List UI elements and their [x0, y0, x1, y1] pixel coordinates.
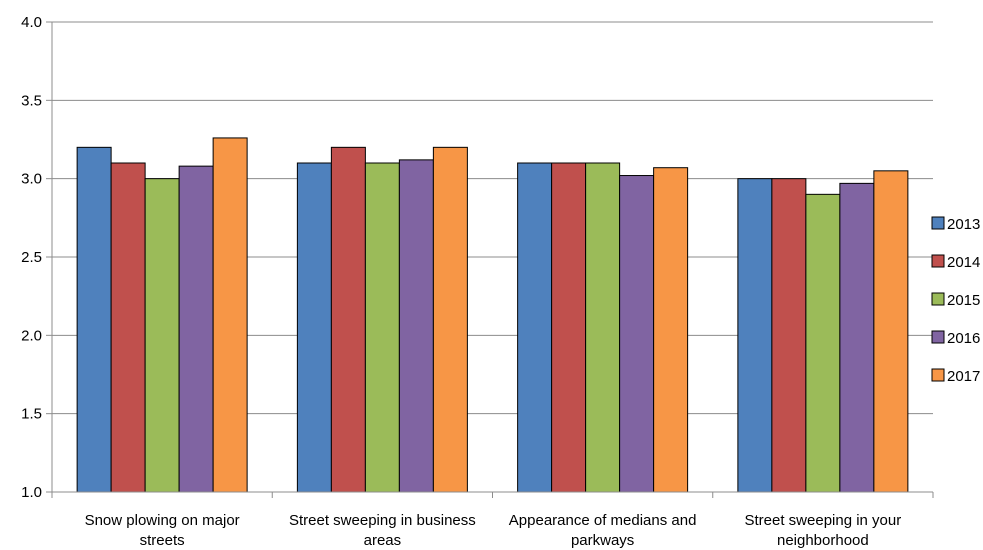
y-tick-label: 1.5 [21, 406, 42, 423]
bar-2015 [805, 193, 841, 493]
bar-2016 [178, 165, 214, 493]
y-tick-label: 2.0 [21, 327, 42, 344]
legend-swatch-2017 [931, 368, 945, 382]
x-category-label-line: parkways [571, 532, 634, 549]
legend-label: 2017 [947, 368, 980, 385]
legend-swatch-2014 [931, 254, 945, 268]
axes [46, 21, 934, 498]
legend-swatch-2013 [931, 216, 945, 230]
x-category-label-line: Street sweeping in business [289, 512, 476, 529]
bar-2015 [364, 162, 400, 493]
x-category-label-line: Street sweeping in your [744, 512, 901, 529]
y-axis-ticks: 1.0 1.5 2.0 2.5 3.0 3.5 4.0 [21, 14, 42, 501]
bar-2017 [873, 170, 909, 493]
y-tick-label: 3.5 [21, 92, 42, 109]
y-tick-label: 1.0 [21, 484, 42, 501]
bar-2013 [296, 162, 332, 493]
bar-2013 [737, 178, 773, 493]
bars [76, 137, 909, 493]
legend-swatch-2015 [931, 292, 945, 306]
x-category-label-line: areas [364, 532, 402, 549]
legend: 2013 2014 2015 2016 2017 [931, 216, 980, 385]
legend-swatch-2016 [931, 330, 945, 344]
x-category-label: Snow plowing on major streets [85, 512, 240, 549]
bar-2016 [839, 182, 875, 493]
legend-label: 2015 [947, 292, 980, 309]
bar-2016 [619, 175, 655, 493]
bar-2016 [398, 159, 434, 493]
bar-2017 [432, 146, 468, 493]
legend-label: 2013 [947, 216, 980, 233]
x-category-label-line: neighborhood [777, 532, 869, 549]
bar-2013 [517, 162, 553, 493]
x-category-label-line: Appearance of medians and [509, 512, 697, 529]
y-tick-label: 3.0 [21, 171, 42, 188]
x-category-label: Appearance of medians and parkways [509, 512, 697, 549]
legend-label: 2014 [947, 254, 980, 271]
x-category-label-line: streets [140, 532, 185, 549]
x-category-label: Street sweeping in your neighborhood [744, 512, 901, 549]
bar-2017 [653, 167, 689, 493]
x-category-label-line: Snow plowing on major [85, 512, 240, 529]
bar-2014 [551, 162, 587, 493]
bar-2014 [110, 162, 146, 493]
x-category-label: Street sweeping in business areas [289, 512, 476, 549]
legend-label: 2016 [947, 330, 980, 347]
bar-2015 [585, 162, 621, 493]
bar-2014 [771, 178, 807, 493]
y-tick-label: 4.0 [21, 14, 42, 31]
bar-2015 [144, 178, 180, 493]
x-axis-categories: Snow plowing on major streets Street sweep… [85, 512, 902, 549]
bar-2014 [330, 146, 366, 493]
bar-2013 [76, 146, 112, 493]
y-tick-label: 2.5 [21, 249, 42, 266]
bar-2017 [212, 137, 248, 493]
